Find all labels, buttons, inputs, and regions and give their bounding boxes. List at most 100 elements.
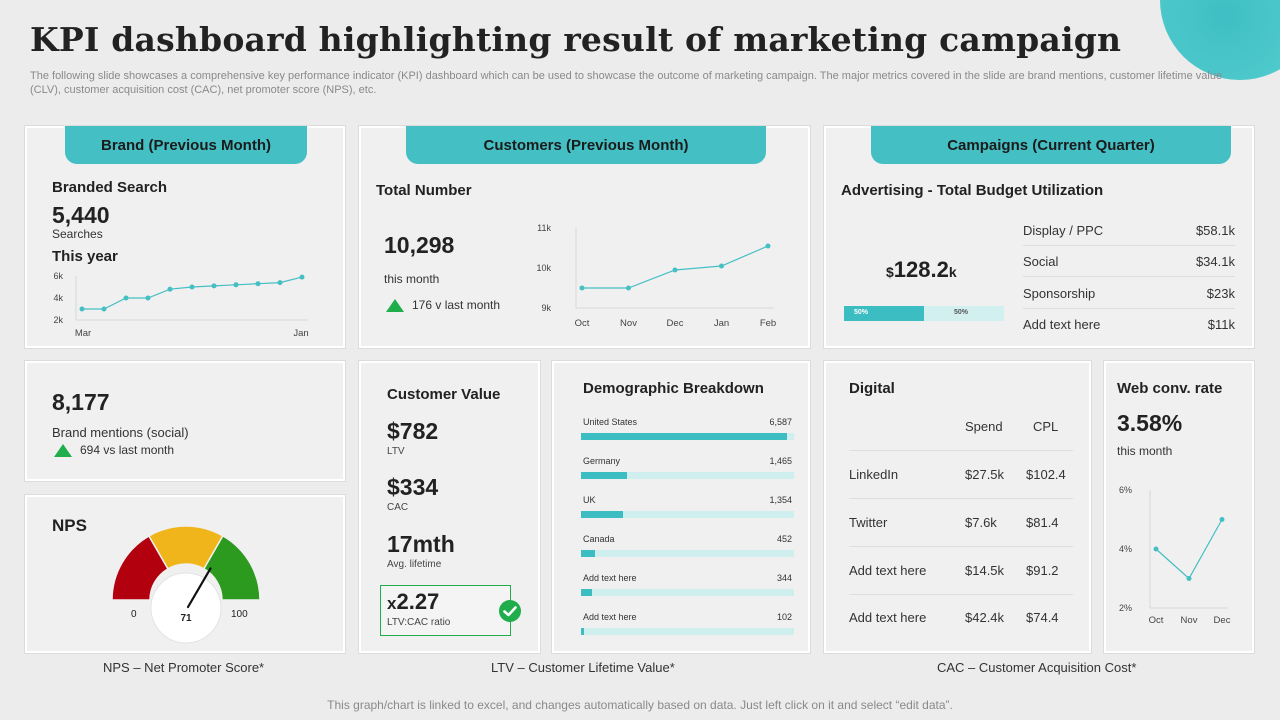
lifetime-label: Avg. lifetime [387,559,442,570]
budget-split-bar[interactable]: 50% 50% [844,306,1004,321]
y-tick-label: 11k [537,223,551,233]
brand-period-label: This year [52,248,118,265]
demographic-bar [581,550,596,557]
digital-row[interactable]: Add text here $14.5k $91.2 [849,547,1073,595]
series-line [1155,519,1223,580]
demographic-bar [581,472,627,479]
ratio-value: 2.27 [396,589,440,614]
web-conversion-chart[interactable]: 6% 4% 2% Oct Nov Dec [1106,473,1252,633]
customers-tab[interactable]: Customers (Previous Month) [406,126,766,164]
digital-row[interactable]: Add text here $42.4k $74.4 [849,595,1073,643]
nps-gauge[interactable]: 0 100 71 [102,525,272,650]
demographic-row[interactable]: UK 1,354 [581,495,794,529]
x-tick-label: Nov [620,318,637,329]
customer-value-card: Customer Value $782 LTV $334 CAC 17mth A… [359,361,540,653]
ltv-value: $782 [387,418,439,444]
demographic-row[interactable]: Germany 1,465 [581,456,794,490]
digital-col-cpl: CPL [1033,419,1059,434]
y-tick-label: 4% [1119,544,1132,554]
total-number-delta: 176 v last month [386,298,500,312]
budget-total-value: 128.2 [893,257,949,282]
data-point [1186,576,1192,581]
digital-row-cpl: $81.4 [1026,515,1059,530]
page-title: KPI dashboard highlighting result of mar… [30,20,1122,59]
budget-row[interactable]: Social $34.1k [1023,246,1235,277]
data-point [79,306,85,312]
x-tick-label: Dec [1214,615,1231,626]
total-number-value: 10,298 [384,232,455,258]
digital-row-spend: $14.5k [965,563,1005,578]
check-circle-icon [499,600,521,622]
nps-label: NPS [52,516,87,535]
demographic-bar-track [581,433,794,440]
total-number-label: Total Number [376,182,472,199]
decorative-corner-circle [1160,0,1280,80]
demographic-row[interactable]: Add text here 344 [581,573,794,607]
nps-max-label: 100 [231,609,248,620]
digital-card: Digital Spend CPL LinkedIn $27.5k $102.4… [824,361,1091,653]
ltv-cac-ratio-box[interactable]: x2.27 LTV:CAC ratio [380,585,511,636]
brand-mentions-delta-text: 694 vs last month [80,443,175,457]
branded-search-value: 5,440 [52,202,110,228]
budget-row[interactable]: Display / PPC $58.1k [1023,215,1235,246]
x-tick-label: Oct [1149,615,1164,626]
demographic-country: Add text here [583,573,637,583]
budget-total-prefix: $ [886,264,894,280]
demographic-country: Germany [583,456,621,466]
x-tick-label: Dec [667,318,684,329]
demographic-row[interactable]: Add text here 102 [581,612,794,646]
data-point [579,285,585,291]
edit-data-note: This graph/chart is linked to excel, and… [327,698,953,712]
nps-min-label: 0 [131,609,137,620]
brand-mentions-label: Brand mentions (social) [52,425,189,440]
ltv-label: LTV [387,446,405,457]
digital-label: Digital [849,380,895,397]
branded-search-chart[interactable]: 6k 4k 2k Mar Jan [27,268,343,346]
x-tick-label: Oct [575,318,590,329]
demographic-value: 1,354 [769,495,792,505]
budget-split-right-label: 50% [954,309,969,316]
digital-row-spend: $27.5k [965,467,1005,482]
data-point [211,283,217,289]
data-point [299,274,305,280]
demographic-value: 1,465 [769,456,792,466]
digital-row-name: LinkedIn [849,467,899,482]
x-tick-label: Mar [75,328,91,339]
budget-row-name: Add text here [1023,317,1101,332]
gauge-needle [186,567,212,609]
demographic-row[interactable]: United States 6,587 [581,417,794,451]
budget-row-value: $34.1k [1195,253,1235,269]
budget-row[interactable]: Sponsorship $23k [1023,278,1235,309]
demographic-bar [581,628,585,635]
demographic-value: 102 [776,612,792,622]
data-point [1153,546,1159,552]
digital-row[interactable]: LinkedIn $27.5k $102.4 [849,451,1073,499]
ltv-cac-ratio: x2.27 [387,589,439,615]
budget-row-value: $11k [1207,317,1235,332]
digital-row-name: Twitter [849,515,888,530]
total-number-period: this month [384,272,440,286]
demographic-country: United States [583,417,638,427]
budget-row-value: $23k [1206,285,1235,301]
customers-chart[interactable]: 11k 10k 9k Oct Nov Dec Jan Feb [521,214,806,334]
cac-label: CAC [387,502,409,513]
y-tick-label: 6% [1119,485,1132,495]
data-point [672,267,678,273]
demographic-bar-track [581,589,794,596]
campaigns-tab[interactable]: Campaigns (Current Quarter) [871,126,1231,164]
demographic-row[interactable]: Canada 452 [581,534,794,568]
brand-mentions-card: 8,177 Brand mentions (social) 694 vs las… [25,361,345,481]
data-point [719,263,724,269]
brand-tab[interactable]: Brand (Previous Month) [65,126,307,164]
digital-row-cpl: $91.2 [1026,563,1059,578]
y-tick-label: 9k [541,303,551,313]
y-tick-label: 2k [53,315,63,325]
demographic-bar-track [581,628,794,635]
web-conversion-label: Web conv. rate [1117,380,1223,397]
digital-row[interactable]: Twitter $7.6k $81.4 [849,499,1073,547]
budget-row[interactable]: Add text here $11k [1023,309,1235,340]
y-tick-label: 6k [53,271,63,281]
demographic-bar [581,433,788,440]
digital-row-name: Add text here [849,610,927,625]
total-number-delta-text: 176 v last month [412,298,501,312]
